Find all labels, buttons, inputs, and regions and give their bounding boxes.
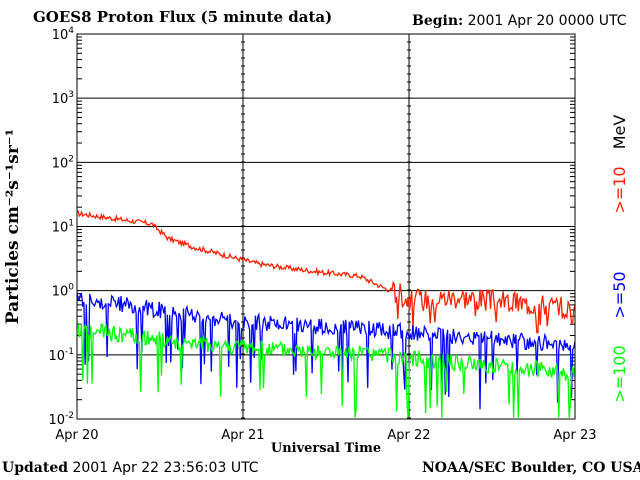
legend-entry: >=50 <box>610 271 629 318</box>
chart-title: GOES8 Proton Flux (5 minute data) <box>33 8 333 26</box>
series-lines <box>76 210 576 418</box>
plot-frame <box>76 33 576 420</box>
y-tick-label: 102 <box>52 154 74 171</box>
updated-value: 2001 Apr 22 23:56:03 UTC <box>68 460 259 476</box>
legend: MeV >=10 >=50 >=100 <box>610 115 629 403</box>
begin-timestamp: Begin: 2001 Apr 20 0000 UTC <box>412 13 627 29</box>
series-line-1 <box>76 291 576 410</box>
legend-unit: MeV <box>610 115 629 150</box>
y-tick-label: 104 <box>52 26 75 43</box>
y-tick-label: 101 <box>52 219 74 236</box>
grid-lines <box>77 33 575 419</box>
series-line-0 <box>77 210 576 334</box>
y-tick-label: 10-2 <box>48 411 74 428</box>
y-tick-labels: 10-2 10-1 100 101 102 103 104 <box>48 26 74 428</box>
begin-label: Begin: <box>412 13 464 29</box>
x-tick-label: Apr 21 <box>221 428 264 443</box>
legend-entry: >=100 <box>610 345 629 402</box>
x-axis-label: Universal Time <box>271 441 381 456</box>
series-line-2 <box>76 321 576 418</box>
credit-line: NOAA/SEC Boulder, CO USA <box>422 460 640 476</box>
x-tick-label: Apr 22 <box>387 428 430 443</box>
begin-value: 2001 Apr 20 0000 UTC <box>463 13 627 29</box>
x-tick-label: Apr 23 <box>553 428 596 443</box>
updated-label: Updated <box>2 460 69 476</box>
y-tick-label: 103 <box>52 90 74 107</box>
x-tick-label: Apr 20 <box>55 428 98 443</box>
y-tick-label: 10-1 <box>48 347 74 364</box>
legend-entry: >=10 <box>610 166 629 213</box>
updated-timestamp: Updated 2001 Apr 22 23:56:03 UTC <box>2 460 259 476</box>
y-tick-label: 100 <box>52 283 75 300</box>
x-tick-labels: Apr 20 Apr 21 Apr 22 Apr 23 <box>55 428 596 443</box>
y-axis-label: Particles cm⁻²s⁻¹sr⁻¹ <box>3 129 23 324</box>
